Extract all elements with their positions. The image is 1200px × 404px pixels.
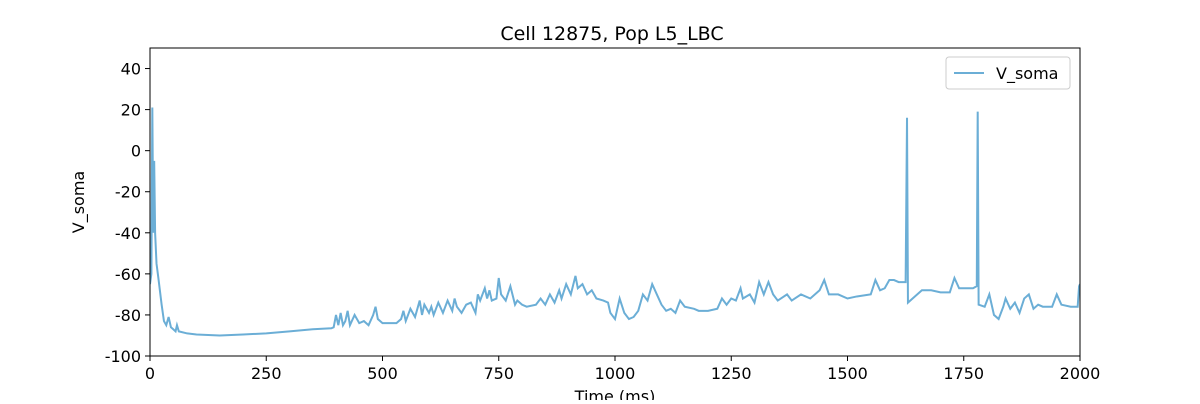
y-tick-label: 0 (131, 142, 141, 161)
data-line (150, 107, 1080, 337)
x-tick-label: 1250 (711, 364, 752, 383)
y-tick-label: 40 (121, 60, 141, 79)
y-tick-label: -60 (115, 265, 141, 284)
x-tick-label: 250 (251, 364, 282, 383)
y-tick-label: -80 (115, 306, 141, 325)
y-tick-label: -20 (115, 183, 141, 202)
y-axis-label: V_soma (69, 171, 89, 233)
x-axis-label: Time (ms) (574, 387, 656, 400)
x-tick-label: 1750 (943, 364, 984, 383)
y-tick-label: 20 (121, 101, 141, 120)
x-tick-label: 750 (483, 364, 514, 383)
x-tick-label: 1500 (827, 364, 868, 383)
x-tick-label: 1000 (595, 364, 636, 383)
y-tick-label: -100 (105, 347, 141, 366)
chart-title: Cell 12875, Pop L5_LBC (500, 23, 723, 45)
y-tick-label: -40 (115, 224, 141, 243)
x-tick-label: 500 (367, 364, 398, 383)
x-tick-label: 0 (145, 364, 155, 383)
legend-label: V_soma (996, 64, 1058, 84)
x-tick-label: 2000 (1060, 364, 1101, 383)
plot-frame (149, 47, 1081, 357)
legend-box (945, 56, 1071, 90)
